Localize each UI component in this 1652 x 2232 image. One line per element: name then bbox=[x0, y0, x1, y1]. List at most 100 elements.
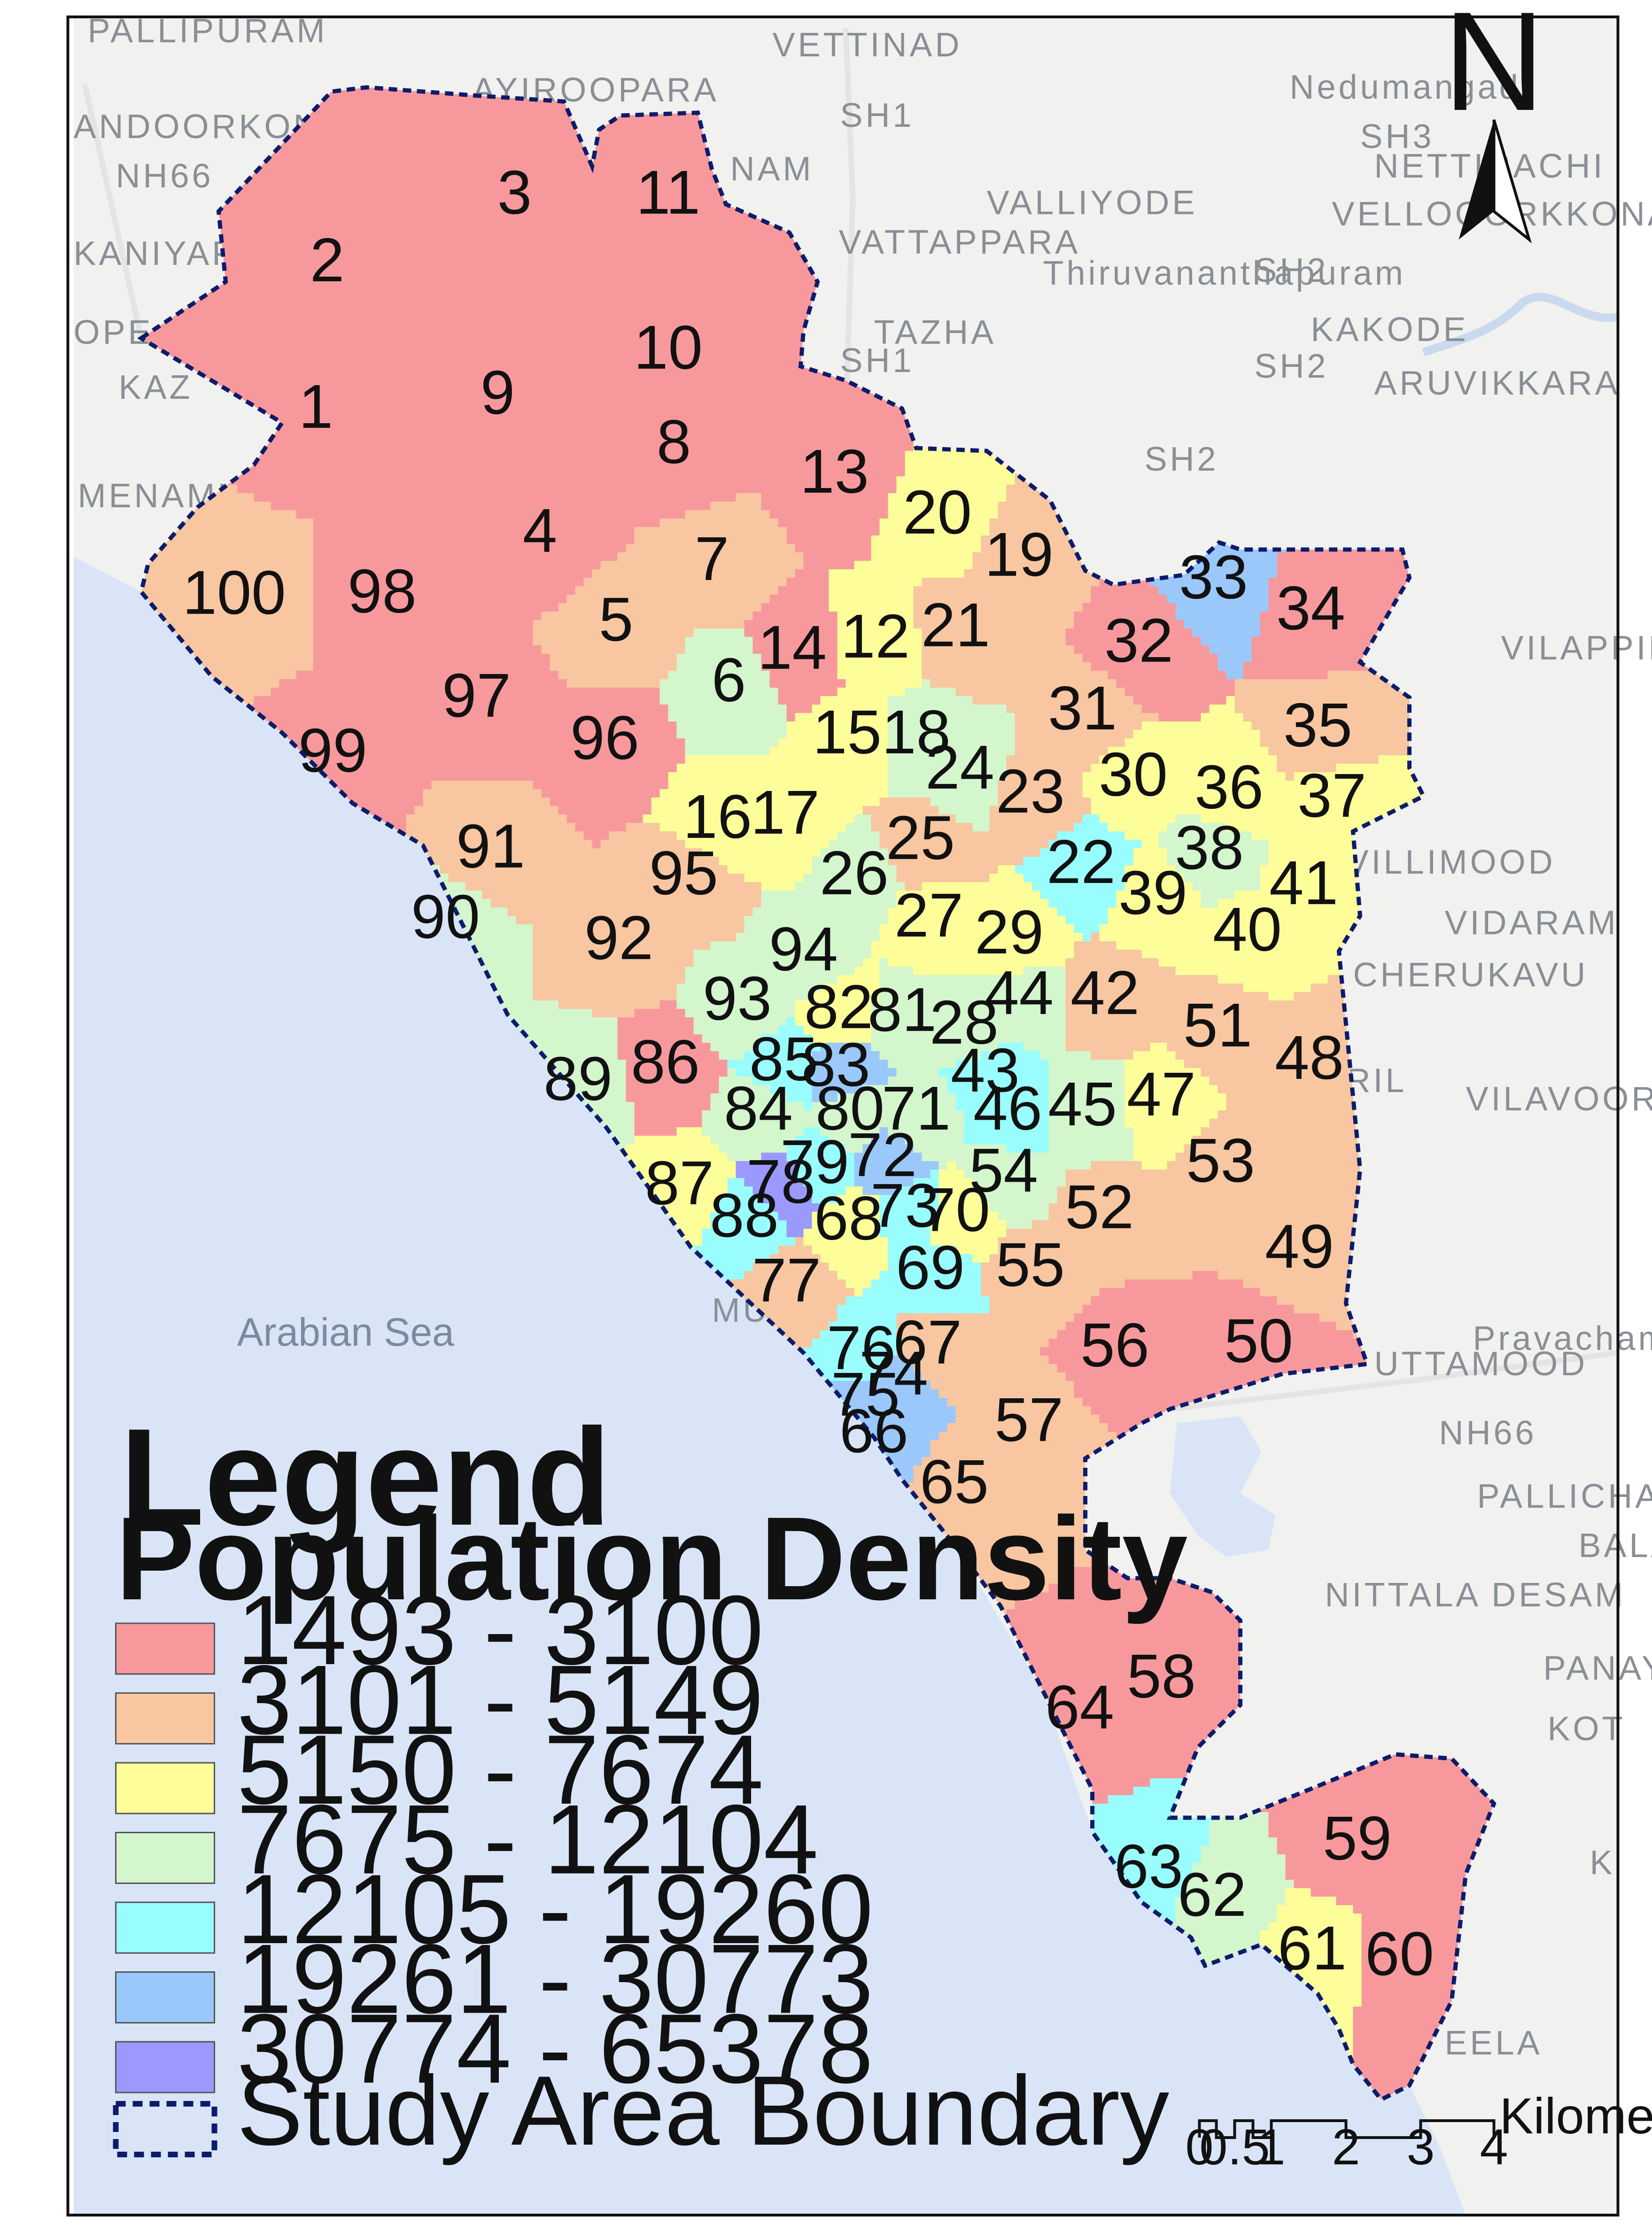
ward-96-area bbox=[583, 831, 609, 841]
ward-9-area bbox=[423, 485, 465, 494]
ward-39-area bbox=[1125, 882, 1193, 891]
ward-79-area bbox=[786, 1144, 846, 1154]
ward-91-area bbox=[423, 857, 584, 866]
ward-8-area bbox=[592, 459, 761, 469]
ward-67-area bbox=[896, 1322, 990, 1331]
ward-21-area bbox=[922, 637, 1040, 646]
ward-21-area bbox=[913, 612, 1007, 621]
ward-label-1: 1 bbox=[299, 372, 333, 441]
ward-93-area bbox=[685, 1009, 795, 1018]
ward-68-area bbox=[854, 1288, 863, 1297]
ward-22-area bbox=[1057, 831, 1125, 841]
ward-100-area bbox=[141, 535, 313, 545]
legend-label-5: 12105 - 19260 bbox=[237, 1854, 874, 1964]
ward-label-49: 49 bbox=[1265, 1212, 1334, 1281]
ward-3-area bbox=[389, 138, 592, 147]
ward-label-81: 81 bbox=[868, 975, 937, 1044]
place-label: SH2 bbox=[1255, 348, 1329, 385]
ward-label-71: 71 bbox=[882, 1074, 951, 1143]
ward-70-area bbox=[938, 1170, 964, 1179]
ward-86-area bbox=[617, 1017, 694, 1027]
place-label: SH1 bbox=[840, 342, 915, 380]
ward-label-87: 87 bbox=[645, 1148, 714, 1217]
ward-93-area bbox=[693, 1017, 787, 1027]
ward-99-area bbox=[279, 679, 372, 689]
scale-tick-label: 0 bbox=[1185, 2118, 1213, 2175]
ward-6-area bbox=[668, 671, 770, 680]
ward-70-area bbox=[972, 1254, 990, 1263]
ward-44-area bbox=[998, 1017, 1066, 1027]
legend-swatch-4 bbox=[115, 1832, 215, 1884]
ward-17-area bbox=[752, 840, 829, 849]
ward-96-area bbox=[558, 688, 660, 697]
ward-21-area bbox=[955, 688, 1015, 697]
ward-59-area bbox=[1277, 1846, 1494, 1855]
ward-33-area bbox=[1218, 662, 1243, 672]
ward-15-area bbox=[786, 721, 888, 731]
ward-53-area bbox=[1175, 1153, 1311, 1162]
ward-19-area bbox=[1032, 628, 1066, 638]
ward-6-area bbox=[659, 679, 770, 689]
ward-31-area bbox=[1015, 688, 1125, 697]
ward-99-area bbox=[245, 705, 398, 714]
legend-swatch-1 bbox=[115, 1622, 215, 1675]
ward-6-area bbox=[685, 645, 753, 655]
ward-29-area bbox=[989, 874, 1024, 883]
ward-71-area bbox=[896, 1068, 939, 1077]
ward-9-area bbox=[406, 358, 584, 367]
ward-96-area bbox=[541, 789, 660, 798]
ward-73-area bbox=[888, 1246, 914, 1255]
ward-label-92: 92 bbox=[584, 903, 653, 972]
ward-94-area bbox=[752, 950, 871, 959]
ward-73-area bbox=[879, 1220, 931, 1230]
ward-85-area bbox=[727, 1060, 812, 1069]
ward-65-area bbox=[896, 1499, 1032, 1509]
ward-81-area bbox=[871, 1009, 939, 1018]
ward-98-area bbox=[313, 535, 457, 545]
ward-70-area bbox=[938, 1212, 998, 1221]
ward-96-area bbox=[575, 823, 626, 832]
ward-label-38: 38 bbox=[1175, 813, 1244, 882]
ward-81-area bbox=[871, 1017, 939, 1027]
ward-12-area bbox=[837, 637, 922, 646]
ward-94-area bbox=[744, 924, 846, 934]
ward-21-area bbox=[930, 679, 1015, 689]
ward-3-area bbox=[414, 206, 592, 215]
ward-33-area bbox=[1201, 637, 1252, 646]
ward-4-area bbox=[457, 535, 635, 545]
ward-78-area bbox=[736, 1161, 795, 1170]
ward-76-area bbox=[803, 1347, 897, 1356]
ward-10-area bbox=[592, 282, 854, 291]
ward-14-area bbox=[769, 595, 829, 604]
ward-61-area bbox=[1277, 1914, 1362, 1923]
ward-21-area bbox=[922, 578, 973, 587]
ward-94-area bbox=[761, 891, 795, 900]
ward-98-area bbox=[372, 679, 398, 689]
ward-81-area bbox=[871, 1000, 939, 1010]
ward-21-area bbox=[913, 595, 990, 604]
ward-8-area bbox=[617, 502, 711, 511]
ward-3-area bbox=[380, 104, 592, 114]
ward-84-area bbox=[727, 1153, 761, 1162]
ward-79-area bbox=[795, 1161, 854, 1170]
ward-77-area bbox=[795, 1237, 804, 1247]
ward-40-area bbox=[1209, 907, 1277, 917]
ward-label-91: 91 bbox=[456, 812, 525, 881]
ward-20-area bbox=[879, 519, 990, 528]
ward-52-area bbox=[1065, 1170, 1159, 1179]
ward-3-area bbox=[423, 231, 592, 240]
place-label: KAKODE bbox=[1311, 311, 1469, 349]
ward-26-area bbox=[820, 848, 888, 858]
ward-14-area bbox=[744, 628, 838, 638]
ward-67-area bbox=[896, 1313, 990, 1323]
ward-85-area bbox=[786, 1093, 812, 1103]
ward-32-area bbox=[1158, 713, 1201, 722]
ward-100-area bbox=[141, 628, 313, 638]
ward-45-area bbox=[1057, 1051, 1091, 1061]
ward-100-area bbox=[141, 612, 313, 621]
ward-52-area bbox=[1099, 1279, 1125, 1289]
ward-84-area bbox=[719, 1077, 753, 1086]
ward-label-96: 96 bbox=[570, 703, 639, 772]
ward-69-area bbox=[879, 1296, 990, 1306]
ward-38-area bbox=[1192, 882, 1260, 891]
